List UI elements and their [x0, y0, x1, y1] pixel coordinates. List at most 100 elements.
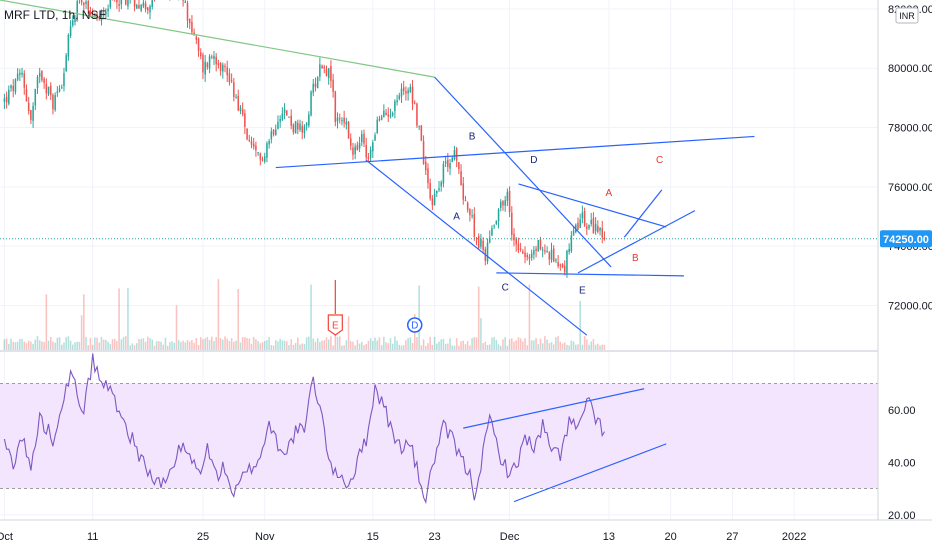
volume-bar — [460, 341, 462, 350]
volume-bar — [601, 344, 604, 350]
volume-bar — [402, 345, 405, 350]
volume-bar — [281, 340, 284, 350]
candle-body — [383, 110, 385, 118]
volume-bar — [23, 341, 26, 350]
candle-body — [19, 72, 21, 75]
volume-bar — [568, 345, 570, 350]
volume-bar — [85, 337, 87, 350]
candle-body — [319, 64, 321, 77]
volume-bar — [138, 338, 140, 350]
time-tick-label: 27 — [726, 531, 738, 543]
candle-body — [508, 190, 511, 213]
volume-bar — [579, 300, 581, 350]
candle-body — [451, 157, 454, 162]
volume-bar — [164, 337, 167, 350]
volume-bar — [325, 337, 328, 350]
volume-bar — [158, 341, 160, 350]
candle-body — [241, 109, 244, 115]
volume-bar — [427, 343, 429, 350]
candle-body — [519, 248, 522, 250]
candle-body — [420, 125, 423, 141]
volume-bar — [321, 340, 323, 350]
candle-body — [294, 121, 297, 134]
volume-bar — [515, 340, 517, 350]
candle-body — [541, 249, 544, 251]
volume-bar — [186, 340, 189, 350]
volume-bar — [226, 338, 228, 350]
candle-body — [72, 20, 74, 26]
volume-bar — [482, 343, 484, 350]
candle-body — [316, 77, 319, 89]
volume-bar — [109, 344, 112, 350]
candle-body — [502, 200, 504, 206]
volume-bar — [286, 341, 288, 350]
candle-body — [447, 159, 449, 168]
volume-bar — [8, 343, 10, 350]
candle-body — [299, 123, 301, 130]
volume-bar — [438, 341, 440, 350]
volume-bar — [36, 336, 39, 350]
volume-bar — [488, 344, 491, 350]
volume-bar — [590, 341, 592, 350]
volume-bar — [391, 343, 394, 350]
trendline-drawings[interactable] — [0, 0, 755, 336]
candle-body — [87, 1, 90, 10]
volume-bar — [27, 340, 30, 350]
candle-body — [374, 134, 376, 141]
volume-bar — [305, 337, 308, 350]
candle-body — [464, 200, 467, 202]
volume-bar — [213, 341, 215, 350]
volume-bar — [308, 336, 310, 350]
volume-bar — [14, 342, 17, 350]
currency-badge[interactable]: INR — [895, 7, 919, 24]
candle-body — [433, 193, 436, 206]
event-marker[interactable]: E — [327, 280, 343, 336]
candle-body — [138, 5, 140, 9]
volume-bar — [45, 294, 48, 350]
time-axis[interactable]: Oct 11 25 Nov 15 23 Dec 13 20 27 2022 — [0, 531, 806, 543]
candle-body — [147, 7, 149, 11]
volume-bar — [193, 342, 195, 350]
candle-body — [380, 116, 383, 120]
candle-body — [65, 55, 67, 72]
candle-body — [561, 264, 564, 268]
volume-bar — [301, 343, 303, 350]
volume-bar — [345, 340, 348, 350]
volume-bar — [455, 338, 458, 350]
volume-bar — [369, 338, 372, 350]
candle-body — [349, 138, 352, 146]
candle-body — [149, 6, 151, 13]
candle-body — [47, 86, 50, 95]
candle-body — [601, 228, 604, 238]
candle-body — [352, 147, 354, 155]
volume-bar — [49, 336, 52, 350]
volume-bar — [100, 336, 103, 350]
volume-bar — [215, 337, 217, 350]
trendline — [577, 210, 696, 274]
candle-body — [67, 35, 70, 57]
volume-bar — [255, 339, 257, 350]
candle-body — [407, 90, 409, 94]
candle-body — [211, 56, 213, 58]
candle-body — [539, 239, 542, 250]
candle-body — [372, 142, 374, 152]
candle-body — [89, 11, 92, 16]
candle-body — [8, 89, 10, 104]
volume-bar — [233, 341, 235, 350]
volume-bar — [352, 341, 354, 350]
candle-body — [290, 115, 292, 126]
candle-body — [266, 143, 268, 158]
volume-bar — [471, 338, 473, 350]
candle-body — [396, 100, 398, 103]
candle-body — [25, 89, 28, 102]
candle-body — [566, 250, 568, 273]
candle-body — [581, 212, 584, 219]
rsi-axis[interactable]: 60.00 40.00 20.00 — [888, 405, 916, 522]
candle-body — [358, 143, 361, 149]
candle-body — [270, 131, 273, 140]
candle-body — [255, 145, 257, 151]
event-marker[interactable]: D — [406, 317, 423, 333]
trendline — [365, 159, 588, 336]
